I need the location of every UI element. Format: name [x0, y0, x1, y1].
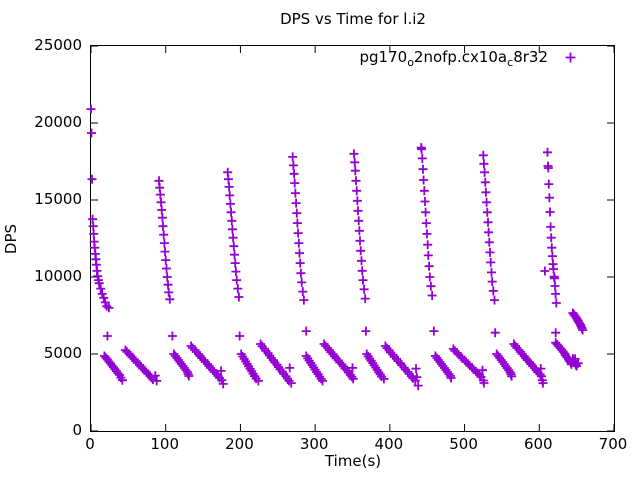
legend-label-text: 2nofp.cx10a	[413, 48, 508, 66]
legend-label-subscript: c	[507, 56, 514, 69]
legend-label-subscript: o	[407, 56, 414, 69]
x-tick-label: 100	[150, 435, 180, 453]
scatter-plot-svg	[86, 45, 615, 432]
plot-area: pg170o2nofp.cx10ac8r32	[86, 45, 615, 432]
y-axis-label: DPS	[2, 223, 20, 255]
legend-label-text: pg170	[359, 48, 408, 66]
legend: pg170o2nofp.cx10ac8r32	[359, 48, 577, 69]
y-tick-label: 0	[72, 421, 82, 439]
axis-ticks	[90, 45, 615, 432]
y-tick-label: 10000	[34, 267, 82, 285]
x-tick-label: 600	[523, 435, 553, 453]
x-tick-label: 300	[299, 435, 329, 453]
x-tick-label: 0	[85, 435, 95, 453]
y-tick-label: 20000	[34, 113, 82, 131]
y-tick-label: 15000	[34, 190, 82, 208]
scatter-points	[86, 104, 588, 391]
legend-plus-marker	[565, 52, 576, 62]
y-tick-label: 5000	[43, 344, 82, 362]
y-tick-label: 25000	[34, 36, 82, 54]
x-tick-label: 400	[374, 435, 404, 453]
chart-title: DPS vs Time for l.i2	[280, 10, 426, 28]
x-tick-label: 700	[598, 435, 628, 453]
x-tick-label: 500	[449, 435, 478, 453]
legend-label-text: 8r32	[513, 48, 548, 66]
x-tick-label: 200	[225, 435, 254, 453]
legend-series-label: pg170o2nofp.cx10ac8r32	[359, 48, 549, 69]
x-axis-label: Time(s)	[324, 452, 382, 470]
